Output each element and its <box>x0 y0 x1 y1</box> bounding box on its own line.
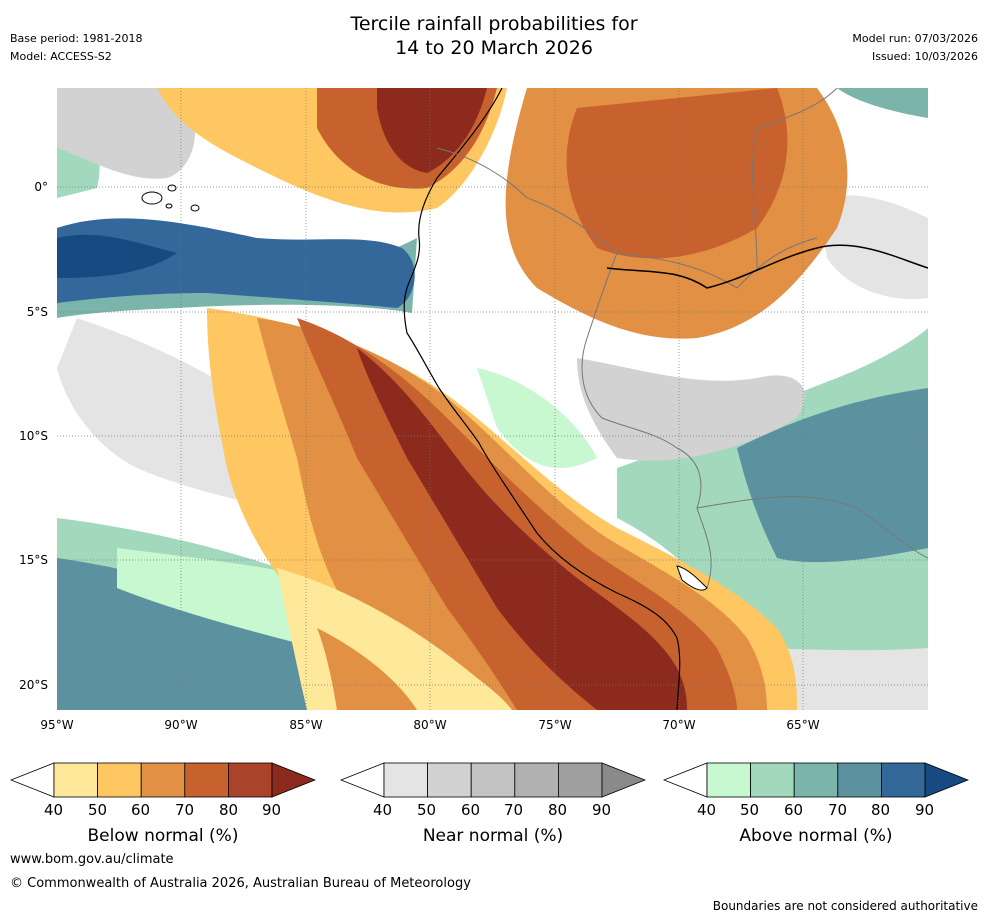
lon-label-95w: 95°W <box>40 718 74 732</box>
above-normal-ne-patch <box>837 88 928 118</box>
colorbar-segment <box>184 762 229 798</box>
cb-near-tick-70: 70 <box>504 801 524 819</box>
colorbar-high-end <box>601 762 647 798</box>
above-normal-sw-core <box>57 558 347 710</box>
above-normal-west-max <box>57 234 177 278</box>
colorbar-low-end <box>339 762 385 798</box>
title-line-1: Tercile rainfall probabilities for <box>350 13 638 35</box>
gridlines <box>57 88 928 710</box>
colorbar-segment <box>557 762 603 798</box>
cb-above-tick-40: 40 <box>697 801 717 819</box>
cb-below-tick-40: 40 <box>44 801 64 819</box>
caption-below-normal: Below normal (%) <box>87 826 239 846</box>
colorbar-segment <box>97 762 142 798</box>
lat-label-0: 0° <box>34 180 48 194</box>
lake-titicaca <box>676 565 708 591</box>
lon-label-65w: 65°W <box>786 718 820 732</box>
lon-label-90w: 90°W <box>164 718 198 732</box>
colorbar-segment <box>793 762 839 798</box>
colorbar-high-end <box>924 762 970 798</box>
map-svg <box>57 88 928 710</box>
colorbar-high-end <box>271 762 317 798</box>
lat-label-5s: 5°S <box>26 305 48 319</box>
colorbar-segment <box>383 762 428 798</box>
above-normal-west-core <box>57 218 415 308</box>
meta-right: Model run: 07/03/2026 Issued: 10/03/2026 <box>852 30 978 66</box>
coastline <box>403 88 681 710</box>
model-name: Model: ACCESS-S2 <box>10 50 112 63</box>
colorbar-segment <box>880 762 926 798</box>
disclaimer-text: Boundaries are not considered authoritat… <box>712 899 978 913</box>
caption-near-normal: Near normal (%) <box>422 826 564 846</box>
colorbar-segment <box>514 762 559 798</box>
cb-near-tick-90: 90 <box>592 801 612 819</box>
caption-above-normal: Above normal (%) <box>739 826 893 846</box>
below-normal-north-max <box>377 88 487 173</box>
colorbar-segment <box>53 762 98 798</box>
colorbar-below <box>9 762 317 798</box>
meta-left: Base period: 1981-2018 Model: ACCESS-S2 <box>10 30 142 66</box>
cb-above-tick-90: 90 <box>915 801 935 819</box>
colorbar-low-end <box>9 762 55 798</box>
cb-below-tick-50: 50 <box>88 801 108 819</box>
cb-below-tick-80: 80 <box>219 801 239 819</box>
near-normal-nw <box>57 88 196 179</box>
below-normal-south-patch <box>317 628 417 710</box>
cb-above-tick-70: 70 <box>828 801 848 819</box>
lat-label-10s: 10°S <box>19 429 48 443</box>
colorbar-below-svg <box>9 762 317 798</box>
cb-above-tick-60: 60 <box>784 801 804 819</box>
issued-date: Issued: 10/03/2026 <box>871 50 978 63</box>
cb-near-tick-50: 50 <box>417 801 437 819</box>
amazon-river <box>606 244 928 289</box>
colorbar-segment <box>837 762 882 798</box>
lon-label-85w: 85°W <box>289 718 323 732</box>
below-normal-ne-core <box>566 88 788 259</box>
lon-label-75w: 75°W <box>538 718 572 732</box>
above-normal-east-core <box>737 388 928 563</box>
cb-below-tick-60: 60 <box>131 801 151 819</box>
colorbar-segment <box>470 762 516 798</box>
probability-map <box>57 88 928 710</box>
lon-label-70w: 70°W <box>662 718 696 732</box>
colorbar-segment <box>227 762 273 798</box>
near-normal-continent <box>577 358 805 461</box>
country-borders <box>436 88 928 589</box>
colorbar-segment <box>706 762 751 798</box>
lat-label-15s: 15°S <box>19 553 48 567</box>
colorbar-segment <box>140 762 186 798</box>
lon-label-80w: 80°W <box>413 718 447 732</box>
cb-above-tick-50: 50 <box>740 801 760 819</box>
colorbar-near-svg <box>339 762 647 798</box>
cb-below-tick-70: 70 <box>175 801 195 819</box>
galapagos-islands <box>141 184 200 212</box>
chart-title: Tercile rainfall probabilities for 14 to… <box>0 12 988 60</box>
title-line-2: 14 to 20 March 2026 <box>395 37 593 59</box>
cb-near-tick-60: 60 <box>461 801 481 819</box>
colorbar-low-end <box>662 762 708 798</box>
colorbar-above <box>662 762 970 798</box>
colorbar-segment <box>427 762 472 798</box>
copyright-text: © Commonwealth of Australia 2026, Austra… <box>10 876 471 891</box>
colorbar-segment <box>750 762 795 798</box>
website-link[interactable]: www.bom.gov.au/climate <box>10 852 174 867</box>
cb-near-tick-40: 40 <box>373 801 393 819</box>
lat-label-20s: 20°S <box>19 678 48 692</box>
cb-above-tick-80: 80 <box>871 801 891 819</box>
above-normal-light-1 <box>477 368 597 468</box>
cb-near-tick-80: 80 <box>548 801 568 819</box>
cb-below-tick-90: 90 <box>262 801 282 819</box>
near-normal-ne <box>817 195 928 299</box>
colorbar-near <box>339 762 647 798</box>
below-normal-coastal-max <box>357 348 687 710</box>
base-period: Base period: 1981-2018 <box>10 32 143 45</box>
colorbar-above-svg <box>662 762 970 798</box>
model-run: Model run: 07/03/2026 <box>852 32 978 45</box>
